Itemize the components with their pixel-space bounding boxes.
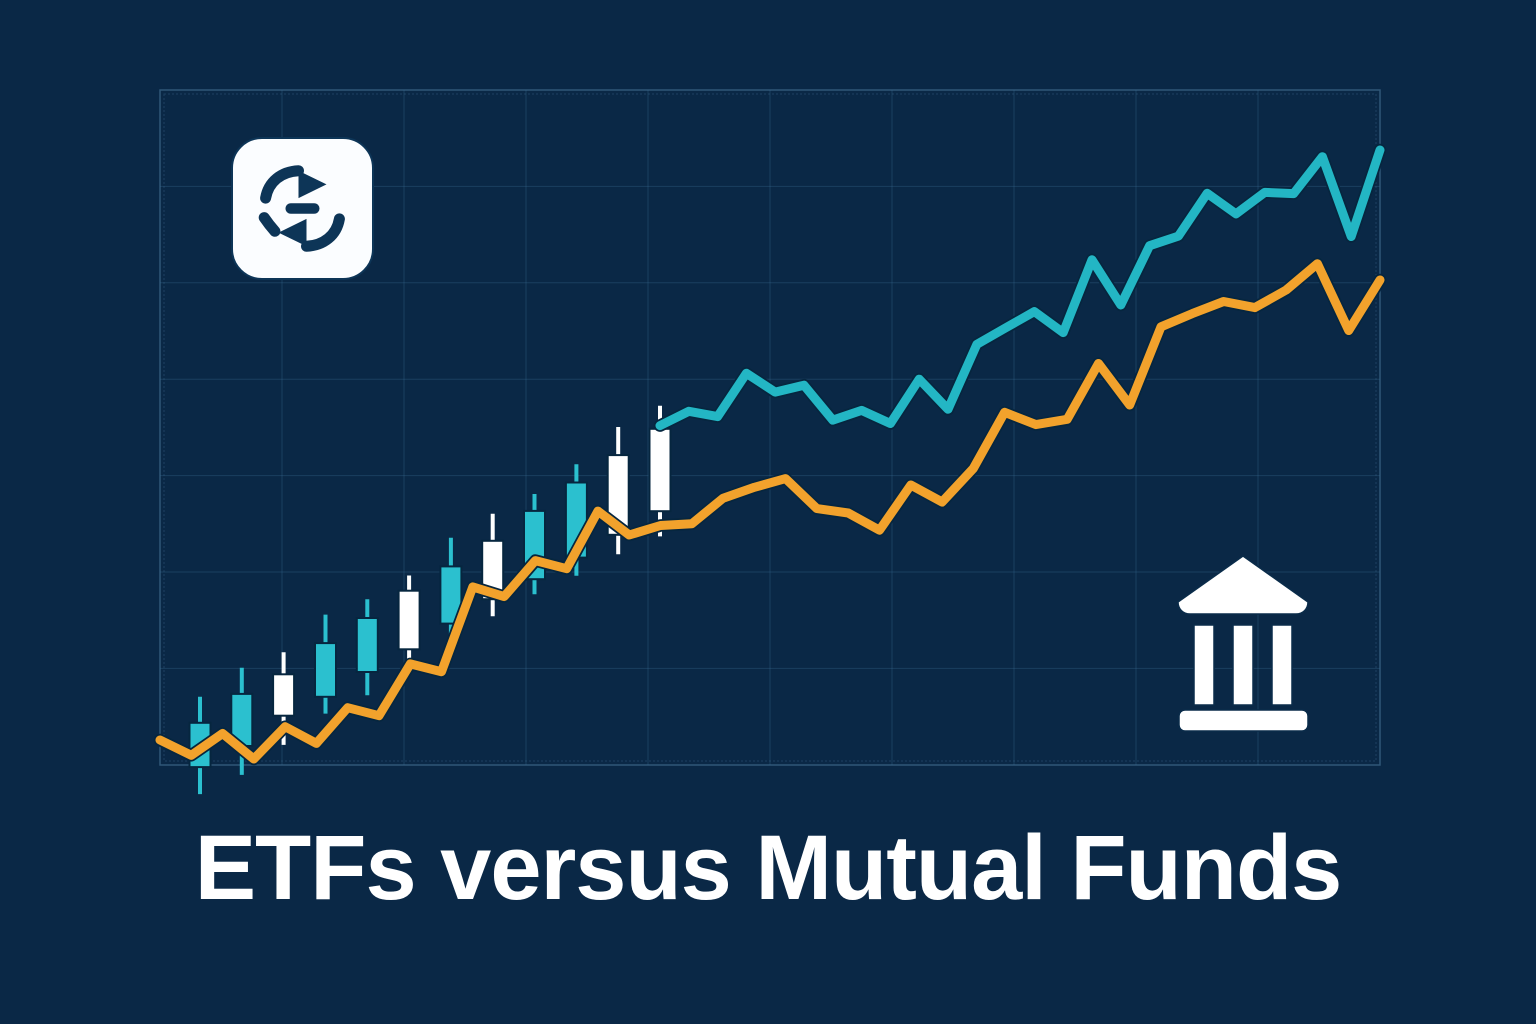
svg-text:ETFs versus Mutual Funds: ETFs versus Mutual Funds <box>195 817 1342 919</box>
